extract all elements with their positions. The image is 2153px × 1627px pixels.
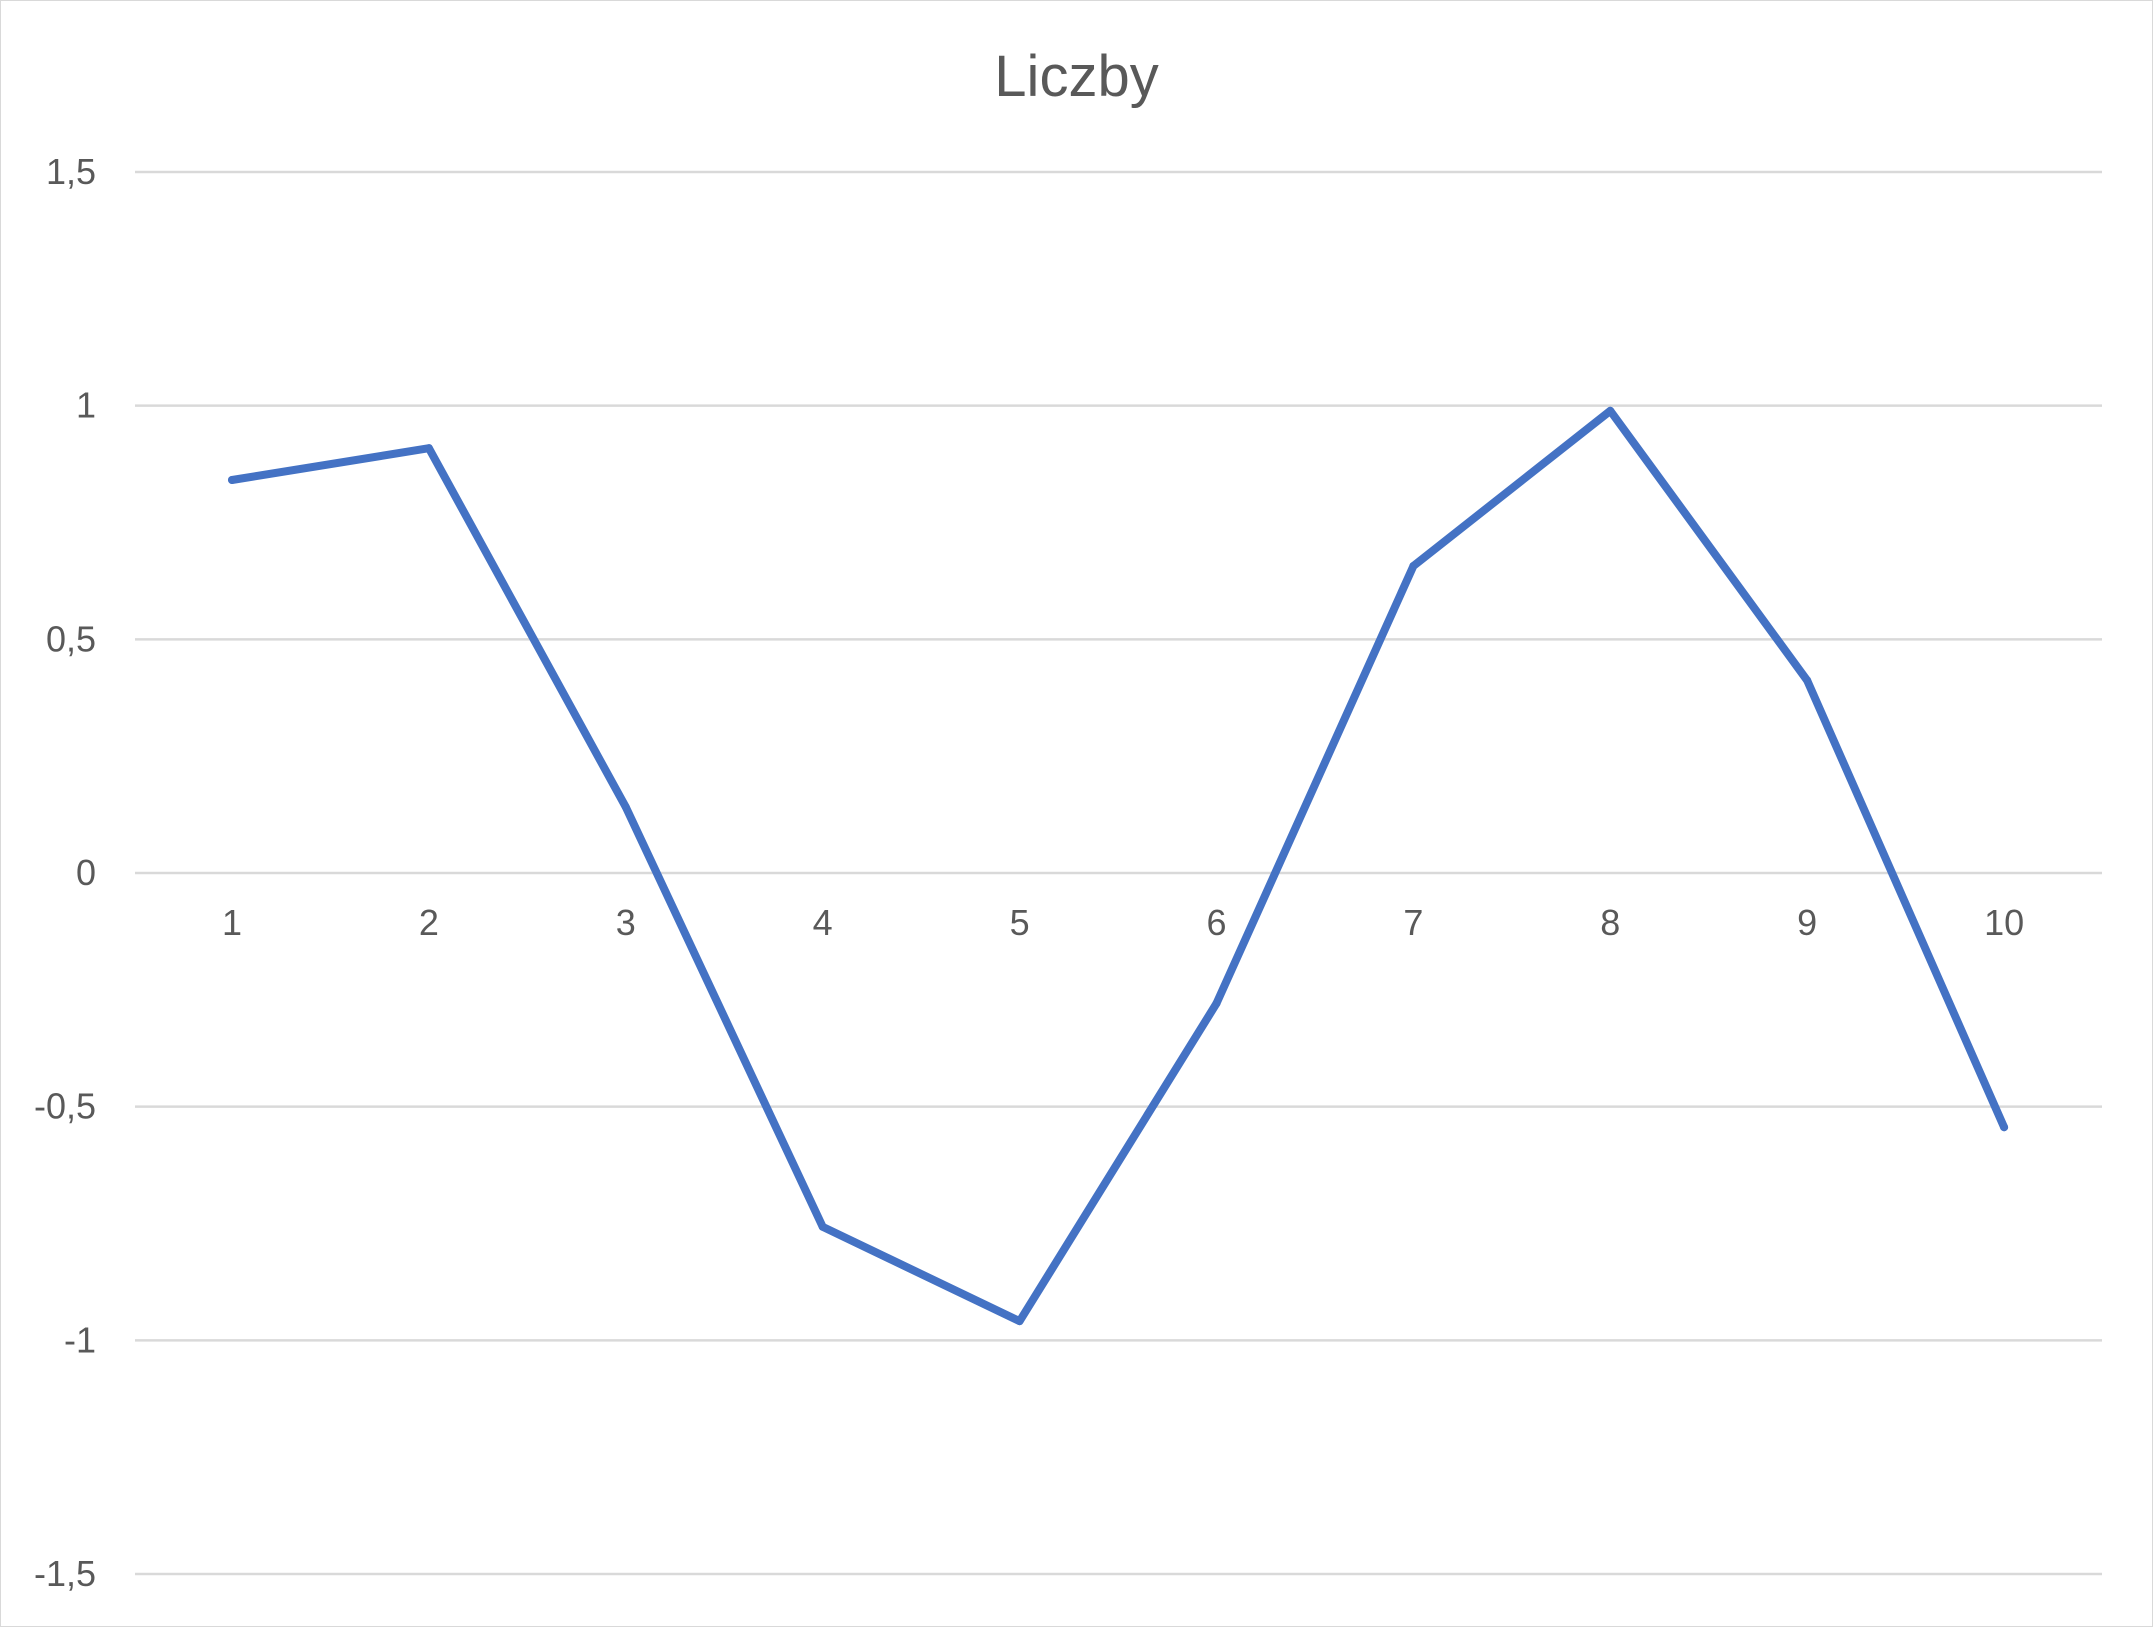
x-tick-label: 6 [1206,902,1226,943]
data-point [1803,676,1812,685]
series-group [228,406,2009,1326]
y-tick-label: -1,5 [34,1553,96,1594]
x-tick-label: 2 [419,902,439,943]
y-tick-label: -0,5 [34,1086,96,1127]
data-point [1409,561,1418,570]
chart-title: Liczby [994,44,1159,109]
x-tick-label: 3 [616,902,636,943]
data-point [228,475,236,484]
data-point [1212,999,1221,1008]
y-tick-label: 0,5 [46,618,96,659]
data-point [2000,1123,2009,1132]
series-line [228,406,2009,1326]
x-tick-label: 10 [1984,902,2024,943]
y-tick-label: -1 [64,1319,96,1360]
data-point [424,444,433,453]
x-tick-label: 5 [1010,902,1030,943]
y-tick-label: 1,5 [46,151,96,192]
x-tick-label: 9 [1797,902,1817,943]
data-point [818,1222,827,1231]
x-tick-label: 1 [222,902,242,943]
x-tick-label: 8 [1600,902,1620,943]
x-axis-tick-labels: 1 2 3 4 5 6 7 8 9 10 [222,902,2024,943]
y-tick-label: 1 [76,385,96,426]
y-axis-tick-labels: 1,5 1 0,5 0 -0,5 -1 -1,5 [34,151,96,1594]
x-tick-label: 4 [813,902,833,943]
gridlines [135,170,2102,1576]
data-point [1015,1317,1024,1326]
data-point [621,803,630,812]
y-tick-label: 0 [76,852,96,893]
data-point [1606,406,1615,415]
x-tick-label: 7 [1403,902,1423,943]
